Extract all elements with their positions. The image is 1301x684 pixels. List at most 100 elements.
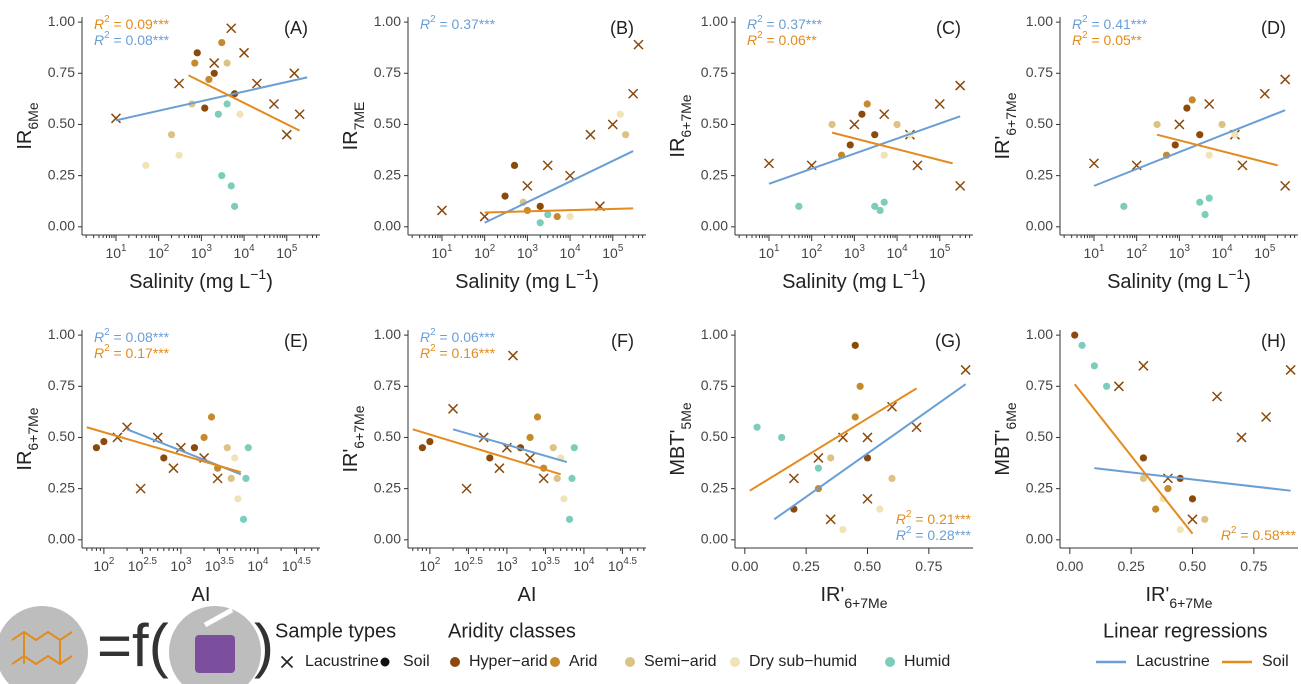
- soil-point: [533, 413, 542, 421]
- x-tick-label-part: 1: [447, 243, 452, 254]
- soil-point: [100, 437, 108, 446]
- x-tick-label: 105: [276, 243, 298, 261]
- panel-label: (A): [284, 18, 308, 38]
- x-tick-label: 103.5: [531, 556, 561, 574]
- r2-annotation-part: = 0.06**: [763, 32, 818, 48]
- regression-line: [115, 76, 308, 122]
- legend-label: Arid: [569, 653, 597, 670]
- x-tick-label-part: 10: [602, 245, 618, 261]
- legend-title: Linear regressions: [1103, 620, 1268, 642]
- y-axis-label: MBT'6Me: [992, 402, 1018, 475]
- soil-point: [570, 444, 578, 452]
- x-tick-label: 104: [560, 243, 582, 261]
- soil-point: [753, 423, 761, 431]
- x-tick-label-part: 2: [109, 556, 114, 567]
- lacustrine-point: [862, 493, 873, 504]
- x-tick-label-part: 1: [774, 243, 779, 254]
- regression-line: [1073, 383, 1194, 535]
- x-axis-label: AI: [518, 584, 537, 606]
- x-tick-label-part: 4.5: [297, 556, 311, 567]
- y-tick-label: 0.25: [1026, 479, 1053, 495]
- y-tick-label: 0.00: [48, 218, 75, 234]
- x-tick-label-part: 5: [292, 243, 298, 254]
- lacustrine-point: [1261, 411, 1272, 423]
- x-axis-label: IR'6+7Me: [820, 584, 887, 610]
- y-tick-label: 0.50: [701, 428, 728, 444]
- x-tick-label: 102: [1126, 243, 1147, 261]
- y-tick-label: 0.25: [48, 166, 75, 182]
- soil-point: [880, 151, 888, 159]
- x-tick-label: 102: [93, 556, 114, 574]
- x-tick-label-part: 10: [276, 245, 292, 261]
- x-tick-label: 103: [517, 243, 539, 261]
- y-tick-label: 1.00: [374, 326, 401, 342]
- legend-label: Dry sub−humid: [749, 653, 857, 670]
- x-tick-label: 104: [887, 243, 909, 261]
- x-tick-label-part: 10: [573, 558, 589, 574]
- soil-point: [1196, 131, 1204, 139]
- x-tick-label-part: 0.50: [1179, 558, 1206, 574]
- y-tick-label: 0.50: [1026, 115, 1053, 131]
- y-tick-label: 0.75: [701, 64, 728, 80]
- legend-label: Humid: [904, 653, 950, 670]
- x-tick-label-part: 3.5: [546, 556, 560, 567]
- y-axis-label-part: 6Me: [25, 102, 41, 129]
- x-tick-label-part: 3: [512, 556, 518, 567]
- legend-label: Soil: [403, 653, 430, 670]
- y-axis-label-part: IR': [992, 136, 1014, 160]
- y-axis-label: IR6Me: [14, 102, 40, 149]
- soil-point: [1205, 151, 1213, 159]
- x-tick-label-part: 10: [205, 558, 221, 574]
- x-tick-label-part: 10: [148, 245, 164, 261]
- r2-annotation-part: R: [94, 16, 104, 32]
- lacustrine-point: [110, 113, 122, 124]
- r2-annotation: R2 = 0.41***: [1072, 14, 1148, 32]
- r2-annotation-part: 2: [104, 343, 109, 354]
- x-tick-label-part: 4: [589, 556, 595, 567]
- r2-annotation-part: = 0.05**: [1088, 32, 1143, 48]
- soil-point: [191, 59, 199, 67]
- icon-beaker: [195, 635, 235, 673]
- icon-molecule: [11, 630, 73, 666]
- y-axis-label-part: IR': [340, 449, 362, 473]
- lacustrine-point: [494, 463, 505, 474]
- legend-marker: [550, 657, 560, 667]
- soil-point: [1196, 198, 1204, 206]
- x-tick-label-part: 10: [1126, 245, 1142, 261]
- y-axis-label: IR6+7Me: [667, 94, 693, 157]
- r2-annotation-part: R: [420, 16, 430, 32]
- legend-marker: [280, 655, 294, 669]
- lacustrine-point: [281, 129, 292, 140]
- x-axis-label: Salinity (mg L−1): [1107, 266, 1251, 294]
- x-tick-label-part: 4.5: [623, 556, 637, 567]
- r2-annotation: R2 = 0.21***: [896, 509, 972, 527]
- soil-point: [566, 212, 574, 221]
- lacustrine-point: [507, 350, 519, 361]
- y-axis-label-part: IR: [340, 130, 362, 150]
- soil-point: [536, 202, 544, 210]
- x-axis-label-part: Salinity (mg L: [782, 271, 903, 293]
- r2-annotation-part: R: [1072, 16, 1082, 32]
- soil-point: [814, 464, 823, 472]
- legend-label: Semi−arid: [644, 653, 716, 670]
- r2-annotation-part: 2: [906, 525, 911, 536]
- x-tick-label-part: 3: [186, 556, 192, 567]
- y-tick-label: 0.25: [1026, 166, 1053, 182]
- x-tick-label-part: 10: [1212, 245, 1228, 261]
- y-tick-label: 0.25: [374, 479, 401, 495]
- lacustrine-point: [538, 473, 549, 484]
- r2-annotation-part: R: [896, 527, 906, 543]
- x-tick-label-part: 10: [560, 245, 576, 261]
- x-tick-label-part: 0.25: [793, 558, 820, 574]
- r2-annotation-part: R: [747, 16, 757, 32]
- soil-point: [851, 413, 859, 421]
- x-tick-label-part: 10: [496, 558, 512, 574]
- lacustrine-point: [1138, 360, 1149, 371]
- x-tick-label-part: 0.75: [1240, 558, 1267, 574]
- x-tick-label: 0.25: [793, 558, 820, 574]
- r2-annotation-part: 2: [757, 30, 762, 41]
- x-axis-label-part: Salinity (mg L: [129, 271, 250, 293]
- x-tick-label: 105: [929, 243, 951, 261]
- r2-annotation-part: = 0.21***: [911, 511, 971, 527]
